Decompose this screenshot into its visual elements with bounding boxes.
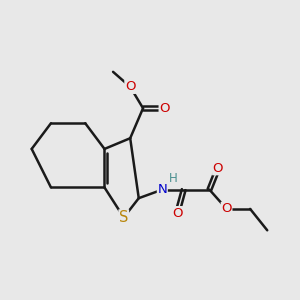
Text: O: O bbox=[159, 102, 170, 115]
Text: O: O bbox=[221, 202, 232, 215]
Text: O: O bbox=[125, 80, 135, 93]
Text: S: S bbox=[119, 210, 128, 225]
Text: H: H bbox=[169, 172, 177, 185]
Text: O: O bbox=[172, 207, 183, 220]
Text: N: N bbox=[158, 183, 167, 196]
Text: O: O bbox=[213, 162, 223, 175]
